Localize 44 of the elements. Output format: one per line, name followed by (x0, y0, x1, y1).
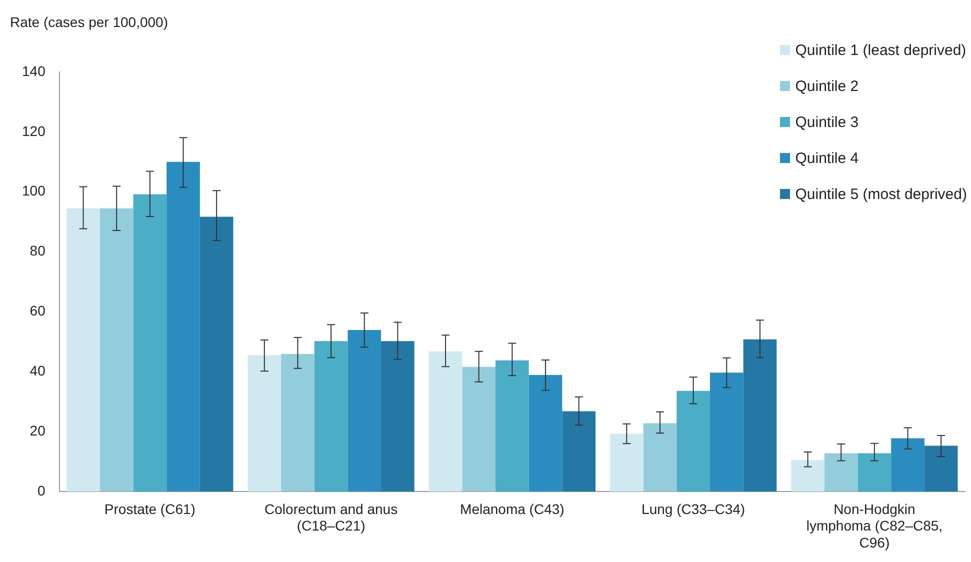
legend-label: Quintile 1 (least deprived) (795, 42, 966, 58)
bar (824, 453, 858, 492)
bar (166, 162, 200, 492)
bar (643, 423, 677, 492)
legend-label: Quintile 5 (most deprived) (795, 186, 967, 202)
legend-label: Quintile 4 (795, 150, 859, 166)
bar (891, 438, 924, 492)
bar (791, 460, 824, 492)
y-tick-label: 80 (30, 242, 46, 259)
bar (562, 411, 596, 492)
y-tick-label: 20 (30, 422, 46, 439)
x-tick-label: Colorectum and anus (C18–C21) (264, 500, 398, 534)
bar (200, 216, 234, 492)
y-tick-label: 60 (30, 302, 46, 319)
y-axis-title: Rate (cases per 100,000) (10, 14, 168, 30)
bar (428, 351, 462, 492)
bar (528, 375, 562, 492)
y-tick-label: 40 (30, 362, 46, 379)
x-tick-label: Melanoma (C43) (460, 500, 564, 517)
bar (710, 372, 744, 492)
bar (100, 208, 134, 492)
bar (676, 390, 710, 492)
x-tick-label: Prostate (C61) (104, 500, 196, 517)
bar (924, 446, 958, 492)
bar (133, 194, 167, 492)
y-tick-label: 100 (22, 182, 46, 199)
bar (314, 341, 348, 492)
bar (248, 355, 282, 492)
bar (743, 339, 777, 492)
x-tick-label: Non-Hodgkin lymphoma (C82–C85, C96) (806, 500, 943, 550)
x-tick-label: Lung (C33–C34) (642, 500, 746, 517)
y-tick-label: 140 (22, 62, 46, 79)
bar (496, 360, 529, 492)
bar (858, 453, 892, 492)
legend-label: Quintile 3 (795, 114, 859, 130)
y-tick-label: 0 (38, 482, 46, 498)
bar (281, 354, 314, 492)
bar (381, 341, 414, 492)
bar (66, 208, 100, 492)
y-tick-label: 120 (22, 122, 46, 139)
legend-label: Quintile 2 (795, 78, 859, 94)
bar (348, 330, 382, 492)
bar (462, 366, 496, 492)
bar (610, 434, 644, 492)
